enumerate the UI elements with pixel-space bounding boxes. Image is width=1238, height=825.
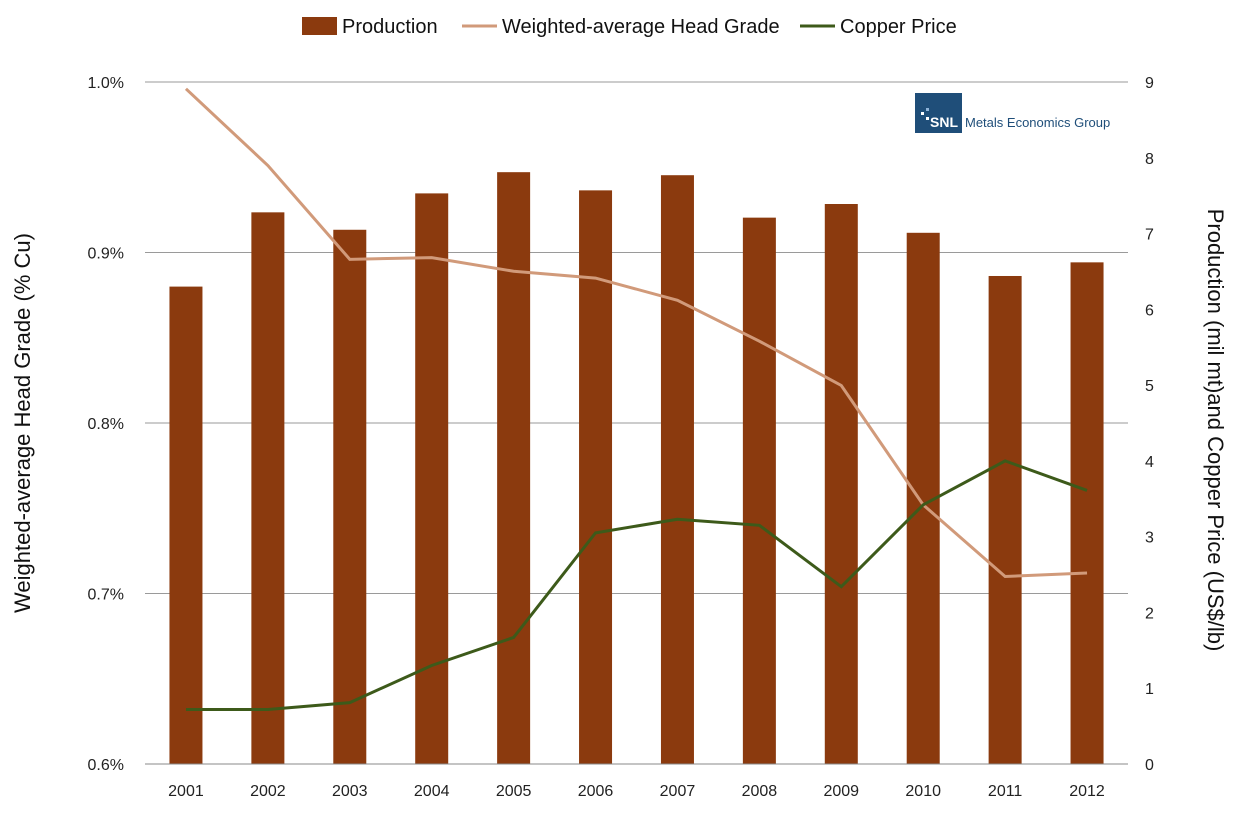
y-right-tick-label: 7 <box>1145 227 1154 244</box>
logo-dot <box>921 112 924 115</box>
x-tick-label: 2003 <box>332 783 368 800</box>
y-right-tick-label: 0 <box>1145 757 1154 774</box>
snl-logo: SNL Metals Economics Group <box>915 93 1110 133</box>
y-right-tick-label: 9 <box>1145 75 1154 92</box>
bar-production <box>1070 262 1104 764</box>
x-tick-label: 2001 <box>168 783 204 800</box>
x-tick-label: 2002 <box>250 783 286 800</box>
line-copper-price <box>185 459 1088 711</box>
x-tick-label: 2009 <box>823 783 859 800</box>
legend-label-copper-price: Copper Price <box>840 16 957 38</box>
bar-production <box>660 175 694 764</box>
y-left-tick-label: 1.0% <box>88 75 124 92</box>
y-right-tick-label: 1 <box>1145 681 1154 698</box>
x-tick-label: 2005 <box>496 783 532 800</box>
bar-production <box>497 172 531 765</box>
y-left-tick-label: 0.6% <box>88 757 124 774</box>
x-tick-label: 2011 <box>988 783 1023 800</box>
bar-production <box>824 204 858 765</box>
y-right-tick-label: 6 <box>1145 302 1154 319</box>
bar-production <box>169 286 203 764</box>
x-tick-label: 2010 <box>905 783 941 800</box>
y-right-tick-label: 8 <box>1145 151 1154 168</box>
x-tick-label: 2007 <box>660 783 696 800</box>
bar-production <box>579 190 613 764</box>
y-left-axis-title: Weighted-average Head Grade (% Cu) <box>10 233 35 613</box>
line-head-grade <box>184 87 1088 578</box>
x-tick-label: 2006 <box>578 783 614 800</box>
y-right-tick-label: 2 <box>1145 605 1154 622</box>
logo-badge-text: SNL <box>930 114 958 130</box>
x-tick-label: 2012 <box>1069 783 1105 800</box>
legend: Production Weighted-average Head Grade Cop… <box>302 16 957 38</box>
y-left-tick-label: 0.7% <box>88 587 124 604</box>
x-tick-label: 2008 <box>742 783 778 800</box>
bar-production <box>251 212 285 765</box>
legend-label-production: Production <box>342 16 438 38</box>
legend-label-head-grade: Weighted-average Head Grade <box>502 16 780 38</box>
y-right-axis-title: Production (mil mt)and Copper Price (US$… <box>1203 209 1228 652</box>
y-right-tick-label: 5 <box>1145 378 1154 395</box>
logo-dot <box>926 117 929 120</box>
y-left-tick-label: 0.9% <box>88 246 124 263</box>
bar-production <box>415 193 449 765</box>
y-right-tick-label: 3 <box>1145 530 1154 547</box>
legend-swatch-production <box>302 17 337 35</box>
bar-production <box>333 229 367 764</box>
bar-production <box>742 217 776 765</box>
y-right-tick-label: 4 <box>1145 454 1154 471</box>
logo-dot <box>926 108 929 111</box>
y-left-tick-label: 0.8% <box>88 416 124 433</box>
x-tick-label: 2004 <box>414 783 450 800</box>
bar-production <box>988 275 1022 764</box>
logo-wordmark: Metals Economics Group <box>965 115 1110 130</box>
